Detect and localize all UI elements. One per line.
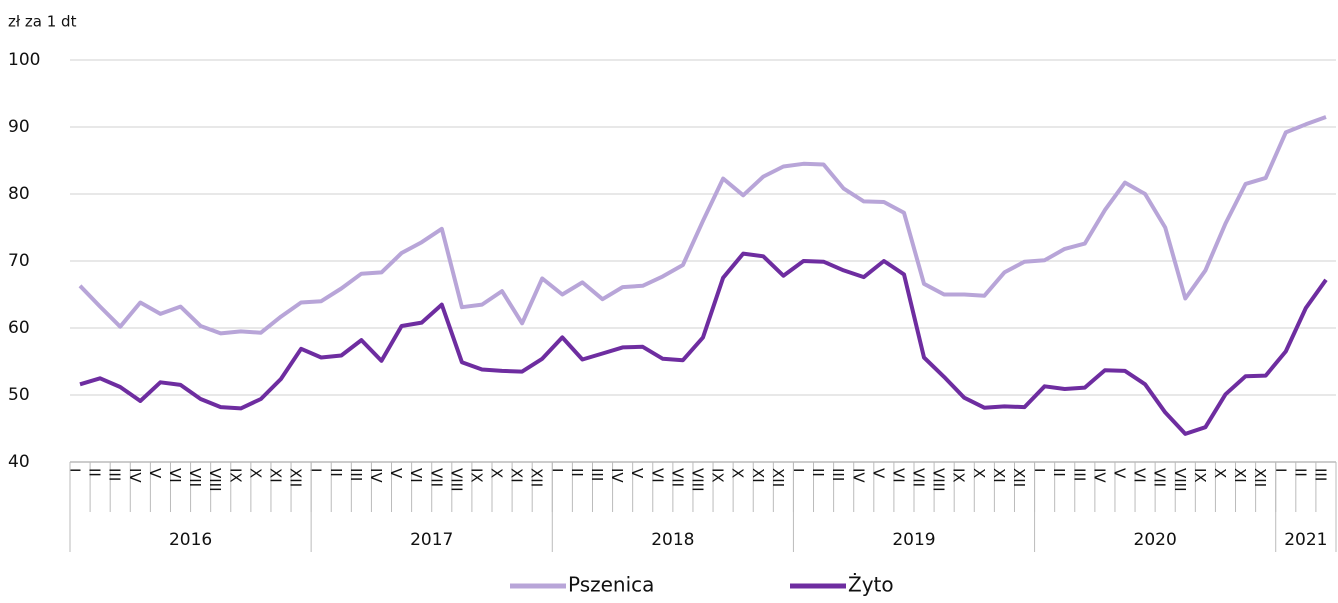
x-tick-label: VII [1151, 468, 1169, 487]
x-tick-label: IX [709, 468, 727, 483]
x-tick-label: IX [226, 468, 244, 483]
x-tick-label: XI [990, 468, 1008, 483]
x-tick-label: III [1311, 468, 1329, 481]
x-tick-label: XII [769, 468, 787, 487]
y-tick-label: 60 [8, 318, 30, 338]
x-tick-label: III [1070, 468, 1088, 481]
y-axis-label: zł za 1 dt [8, 13, 77, 31]
x-tick-label: I [789, 468, 807, 472]
x-tick-label: IV [1090, 468, 1108, 483]
y-tick-label: 40 [8, 452, 30, 472]
x-tick-label: IX [467, 468, 485, 483]
x-tick-label: VII [668, 468, 686, 487]
series-line [78, 115, 1327, 336]
x-tick-label: II [568, 468, 586, 477]
x-tick-label: VII [186, 468, 204, 487]
x-tick-label: II [327, 468, 345, 477]
x-tick-label: XI [749, 468, 767, 483]
x-tick-label: IV [367, 468, 385, 483]
year-label: 2021 [1284, 530, 1327, 550]
x-tick-label: XII [1010, 468, 1028, 487]
x-tick-label: VI [889, 468, 907, 483]
x-tick-label: VII [427, 468, 445, 487]
y-tick-label: 100 [8, 50, 40, 70]
x-tick-label: VI [166, 468, 184, 483]
x-tick-label: III [106, 468, 124, 481]
x-tick-label: II [1050, 468, 1068, 477]
x-tick-label: X [1211, 468, 1229, 478]
x-tick-label: III [588, 468, 606, 481]
x-tick-label: X [970, 468, 988, 478]
x-tick-label: VIII [447, 468, 465, 492]
x-tick-label: VIII [689, 468, 707, 492]
x-tick-label: IX [950, 468, 968, 483]
legend-label: Żyto [848, 573, 894, 597]
x-tick-label: VIII [1171, 468, 1189, 492]
x-tick-label: III [347, 468, 365, 481]
x-tick-label: I [1030, 468, 1048, 472]
legend-label: Pszenica [568, 573, 654, 597]
x-tick-label: II [1291, 468, 1309, 477]
x-tick-label: X [246, 468, 264, 478]
x-tick-label: III [829, 468, 847, 481]
x-tick-label: V [146, 468, 164, 479]
x-tick-label: X [729, 468, 747, 478]
x-tick-label: II [809, 468, 827, 477]
year-label: 2019 [892, 530, 935, 550]
y-tick-label: 90 [8, 117, 30, 137]
x-tick-label: XII [287, 468, 305, 487]
x-tick-label: VII [910, 468, 928, 487]
x-tick-label: II [86, 468, 104, 477]
x-tick-label: V [1111, 468, 1129, 479]
x-tick-label: I [66, 468, 84, 472]
y-tick-label: 80 [8, 184, 30, 204]
x-tick-label: VI [407, 468, 425, 483]
x-tick-label: XI [508, 468, 526, 483]
x-tick-label: XII [1251, 468, 1269, 487]
x-tick-label: IX [1191, 468, 1209, 483]
x-tick-label: VI [648, 468, 666, 483]
year-label: 2020 [1134, 530, 1177, 550]
x-tick-label: V [387, 468, 405, 479]
x-tick-label: V [869, 468, 887, 479]
x-tick-label: I [1271, 468, 1289, 472]
y-tick-label: 50 [8, 385, 30, 405]
x-tick-label: XI [1231, 468, 1249, 483]
x-tick-label: IV [126, 468, 144, 483]
year-label: 2016 [169, 530, 212, 550]
x-tick-label: XI [267, 468, 285, 483]
x-tick-label: VIII [930, 468, 948, 492]
x-tick-label: VIII [206, 468, 224, 492]
x-tick-label: I [548, 468, 566, 472]
x-tick-label: IV [608, 468, 626, 483]
x-tick-label: X [488, 468, 506, 478]
x-tick-label: XII [528, 468, 546, 487]
series-line [79, 251, 1328, 436]
x-tick-label: I [307, 468, 325, 472]
year-label: 2018 [651, 530, 694, 550]
x-tick-label: IV [849, 468, 867, 483]
y-tick-label: 70 [8, 251, 30, 271]
x-tick-label: V [628, 468, 646, 479]
x-tick-label: VI [1131, 468, 1149, 483]
year-label: 2017 [410, 530, 453, 550]
